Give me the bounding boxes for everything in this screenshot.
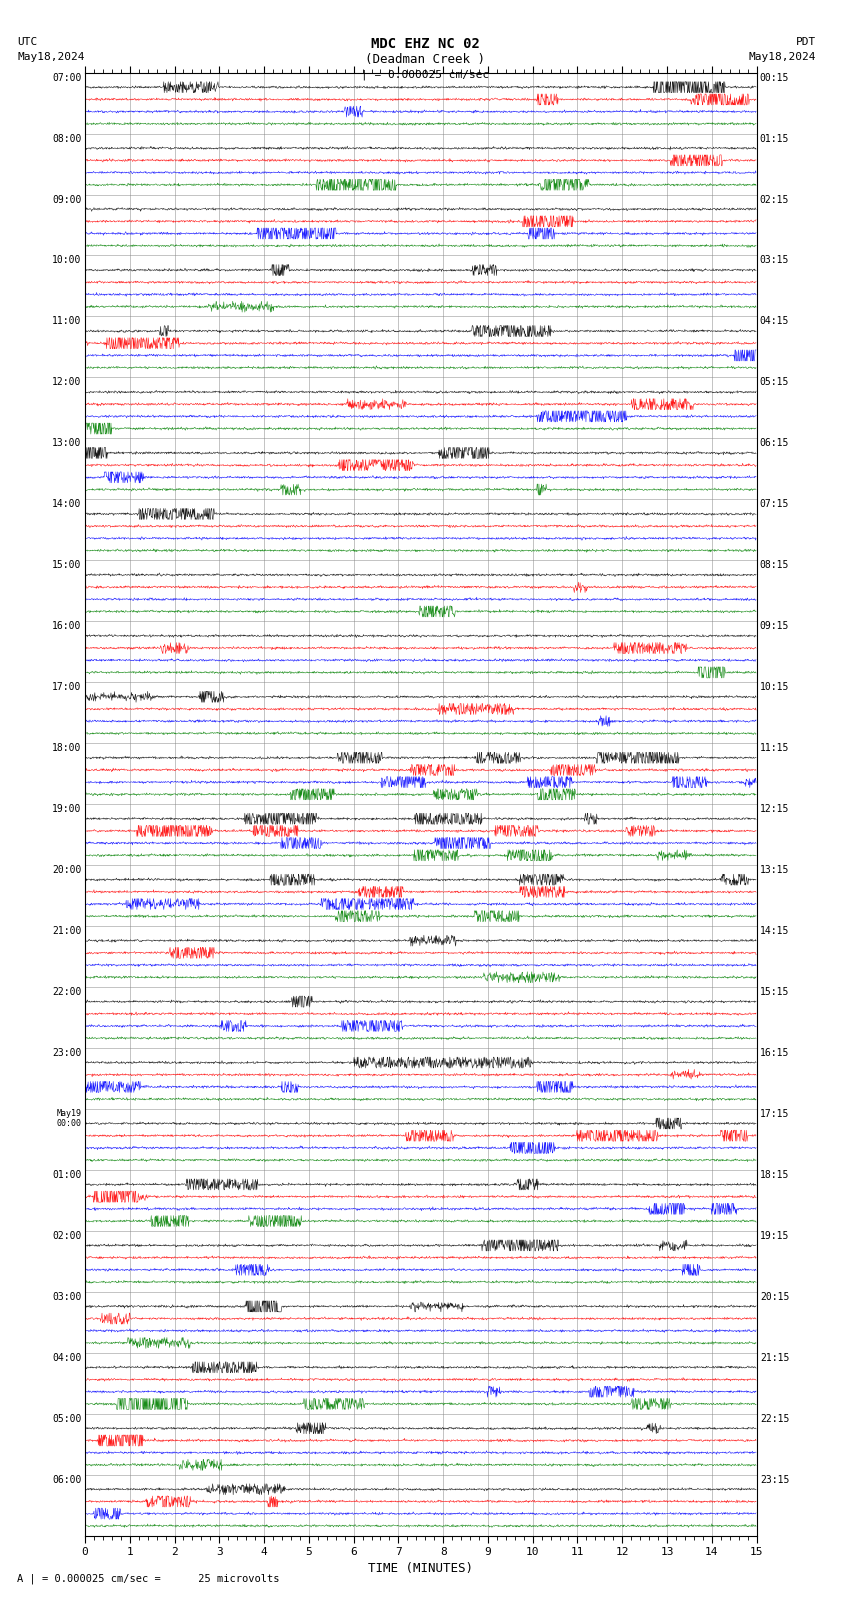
Text: 15:00: 15:00: [52, 560, 82, 571]
Text: 22:00: 22:00: [52, 987, 82, 997]
Text: 12:15: 12:15: [760, 805, 790, 815]
Text: 21:00: 21:00: [52, 926, 82, 936]
Text: 13:15: 13:15: [760, 865, 790, 874]
Text: 06:15: 06:15: [760, 439, 790, 448]
Text: 06:00: 06:00: [52, 1474, 82, 1484]
Text: 20:00: 20:00: [52, 865, 82, 874]
Text: 01:15: 01:15: [760, 134, 790, 144]
Text: 21:15: 21:15: [760, 1353, 790, 1363]
Text: 07:15: 07:15: [760, 500, 790, 510]
Text: (Deadman Creek ): (Deadman Creek ): [365, 53, 485, 66]
Text: 16:15: 16:15: [760, 1048, 790, 1058]
Text: 14:15: 14:15: [760, 926, 790, 936]
Text: 13:00: 13:00: [52, 439, 82, 448]
Text: 05:15: 05:15: [760, 377, 790, 387]
Text: May18,2024: May18,2024: [17, 52, 84, 61]
Text: 10:00: 10:00: [52, 255, 82, 266]
Text: 08:15: 08:15: [760, 560, 790, 571]
Text: 15:15: 15:15: [760, 987, 790, 997]
Text: PDT: PDT: [796, 37, 816, 47]
Text: UTC: UTC: [17, 37, 37, 47]
Text: 19:00: 19:00: [52, 805, 82, 815]
Text: 00:15: 00:15: [760, 73, 790, 82]
Text: 17:00: 17:00: [52, 682, 82, 692]
Text: 03:15: 03:15: [760, 255, 790, 266]
Text: 20:15: 20:15: [760, 1292, 790, 1302]
Text: A | = 0.000025 cm/sec =      25 microvolts: A | = 0.000025 cm/sec = 25 microvolts: [17, 1573, 280, 1584]
Text: 23:00: 23:00: [52, 1048, 82, 1058]
Text: 02:00: 02:00: [52, 1231, 82, 1240]
Text: 05:00: 05:00: [52, 1413, 82, 1424]
Text: 10:15: 10:15: [760, 682, 790, 692]
Text: 09:00: 09:00: [52, 195, 82, 205]
Text: May18,2024: May18,2024: [749, 52, 816, 61]
Text: MDC EHZ NC 02: MDC EHZ NC 02: [371, 37, 479, 52]
Text: 18:00: 18:00: [52, 744, 82, 753]
Text: 17:15: 17:15: [760, 1108, 790, 1119]
Text: 07:00: 07:00: [52, 73, 82, 82]
Text: 19:15: 19:15: [760, 1231, 790, 1240]
Text: 11:00: 11:00: [52, 316, 82, 326]
X-axis label: TIME (MINUTES): TIME (MINUTES): [368, 1561, 473, 1574]
Text: 03:00: 03:00: [52, 1292, 82, 1302]
Text: 18:15: 18:15: [760, 1169, 790, 1179]
Text: May19
00:00: May19 00:00: [57, 1108, 82, 1127]
Text: 23:15: 23:15: [760, 1474, 790, 1484]
Text: 14:00: 14:00: [52, 500, 82, 510]
Text: 11:15: 11:15: [760, 744, 790, 753]
Text: 04:15: 04:15: [760, 316, 790, 326]
Text: 02:15: 02:15: [760, 195, 790, 205]
Text: 16:00: 16:00: [52, 621, 82, 631]
Text: 09:15: 09:15: [760, 621, 790, 631]
Text: 22:15: 22:15: [760, 1413, 790, 1424]
Text: 04:00: 04:00: [52, 1353, 82, 1363]
Text: 01:00: 01:00: [52, 1169, 82, 1179]
Text: 12:00: 12:00: [52, 377, 82, 387]
Text: | = 0.000025 cm/sec: | = 0.000025 cm/sec: [361, 69, 489, 81]
Text: 08:00: 08:00: [52, 134, 82, 144]
